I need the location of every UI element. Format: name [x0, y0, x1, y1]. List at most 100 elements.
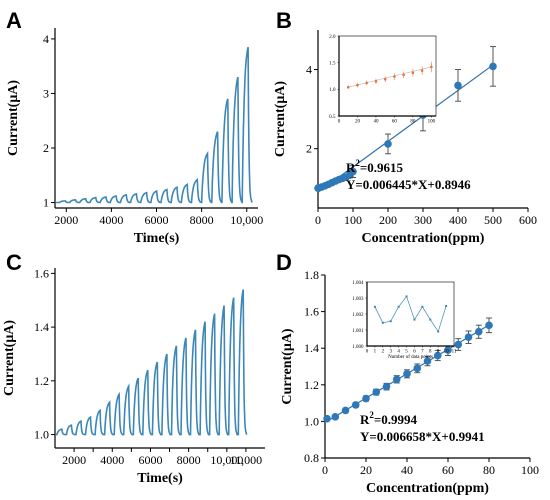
- d-data-point: [362, 394, 370, 403]
- d-inset-data-point: [429, 318, 432, 321]
- c-current-trace: [56, 289, 248, 436]
- b-inset-data-point: [356, 83, 359, 87]
- d-x-axis-label: Concentration(ppm): [366, 481, 489, 496]
- d-x-tick-label: 20: [360, 463, 372, 477]
- d-inset-data-point: [389, 320, 392, 323]
- d-data-point: [382, 382, 391, 391]
- b-y-tick-label: 4: [306, 63, 312, 77]
- d-inset-y-tick-label: 1.001: [352, 329, 364, 334]
- b-inset-data-point: [383, 77, 387, 81]
- c-y-tick-label: 1.6: [34, 266, 49, 280]
- d-y-tick-label: 1.8: [304, 268, 319, 282]
- b-inset-x-tick-label: 40: [373, 120, 379, 125]
- d-data-point: [403, 370, 411, 378]
- b-inset-x-tick-label: 100: [428, 120, 436, 125]
- d-data-point: [433, 351, 442, 360]
- b-inset-x-tick-label: 80: [410, 120, 416, 125]
- d-data-point: [413, 364, 422, 373]
- b-x-tick-label: 500: [484, 213, 502, 227]
- b-fit-line: [317, 64, 494, 193]
- d-inset-data-point: [373, 305, 376, 308]
- d-data-point: [372, 388, 381, 396]
- b-x-tick-label: 0: [315, 213, 321, 227]
- d-inset-data-point: [405, 295, 408, 298]
- b-x-tick-label: 600: [519, 213, 537, 227]
- d-inset-y-tick-label: 1.003: [352, 297, 364, 302]
- b-inset-data-point: [420, 69, 424, 72]
- b-x-tick-label: 200: [379, 213, 397, 227]
- d-data-point: [331, 413, 340, 421]
- d-inset-data-point: [421, 305, 424, 308]
- b-inset-frame: [338, 35, 437, 117]
- d-r-squared: R2=0.9994: [360, 410, 418, 427]
- d-inset-x-tick-label: 11: [452, 350, 457, 355]
- c-x-tick-label: 6000: [138, 453, 162, 467]
- b-x-axis-label: Concentration(ppm): [362, 231, 485, 246]
- d-data-point: [474, 327, 483, 336]
- d-data-point: [341, 406, 350, 415]
- d-data-point: [454, 340, 463, 349]
- d-inset-x-tick-label: 9: [437, 350, 440, 355]
- d-inset-x-tick-label: 7: [421, 350, 424, 355]
- d-inset-x-tick-label: 1: [374, 350, 377, 355]
- b-equation: Y=0.006445*X+0.8946: [346, 177, 471, 192]
- chart-b: 0 100 200 300 400 500 60024Concentration(ppm)C…: [273, 30, 537, 246]
- d-data-point: [464, 333, 473, 342]
- c-x-tick-label: 2000: [62, 453, 86, 467]
- d-inset-x-axis-label: Number of data points: [388, 355, 433, 360]
- d-y-tick-label: 0.8: [304, 451, 319, 465]
- d-inset-frame: [366, 281, 455, 347]
- c-y-tick-label: 1.4: [34, 320, 49, 334]
- d-inset-data-point: [413, 318, 416, 321]
- d-data-point: [423, 357, 432, 365]
- b-r-squared: R2=0.9615: [346, 158, 404, 175]
- d-inset-y-tick-label: 1.002: [352, 313, 364, 318]
- b-y-axis-label: Current(μA): [273, 81, 288, 157]
- d-inset-y-tick-label: 1.004: [352, 281, 364, 286]
- b-inset-y-tick-label: 2.0: [329, 35, 336, 40]
- b-inset-x-tick-label: 0: [338, 120, 341, 125]
- d-inset-x-tick-label: 8: [429, 350, 432, 355]
- b-x-tick-label: 300: [414, 213, 432, 227]
- a-x-tick-label: 2000: [54, 213, 78, 227]
- d-x-tick-label: 0: [322, 463, 328, 477]
- d-y-tick-label: 1.6: [304, 305, 319, 319]
- c-y-tick-label: 1.0: [34, 428, 49, 442]
- b-inset-data-point: [411, 71, 415, 75]
- d-y-tick-label: 1.0: [304, 414, 319, 428]
- d-data-point: [444, 346, 452, 354]
- a-x-axis-label: Time(s): [134, 231, 180, 246]
- b-inset-y-tick-label: 1.0: [329, 88, 336, 93]
- chart-d: 0 20 40 60 80 1000.81.01.21.41.61.8Concentrat…: [280, 268, 539, 496]
- b-data-point: [489, 62, 497, 71]
- b-inset-x-tick-label: 60: [392, 120, 398, 125]
- b-data-point: [454, 81, 462, 90]
- d-inset-data-point: [397, 305, 400, 308]
- b-inset-data-point: [374, 80, 378, 83]
- b-x-tick-label: 400: [449, 213, 467, 227]
- b-x-tick-label: 100: [344, 213, 362, 227]
- b-y-tick-label: 2: [306, 142, 312, 156]
- b-inset-y-tick-label: 0.5: [329, 115, 336, 120]
- d-y-tick-label: 1.4: [304, 341, 319, 355]
- a-y-tick-label: 1: [43, 196, 49, 210]
- panel-letter-a: A: [6, 8, 22, 33]
- d-inset-data-point: [381, 321, 384, 324]
- d-inset-data-point: [445, 305, 448, 307]
- c-x-axis-label: Time(s): [137, 471, 183, 486]
- d-y-axis-label: Current(μA): [280, 328, 295, 404]
- d-data-point: [392, 375, 401, 384]
- b-inset-data-point: [402, 73, 405, 77]
- b-inset-data-point: [365, 81, 369, 85]
- a-y-tick-label: 2: [43, 141, 49, 155]
- panel-letter-c: C: [6, 250, 22, 275]
- c-x-tick-label: 8000: [177, 453, 201, 467]
- d-data-point: [351, 401, 360, 409]
- b-inset-fit-line: [348, 66, 432, 88]
- d-data-point: [323, 414, 331, 423]
- b-data-point: [349, 167, 357, 176]
- d-inset-data-point: [437, 330, 440, 333]
- c-x-tick-label: 4000: [100, 453, 124, 467]
